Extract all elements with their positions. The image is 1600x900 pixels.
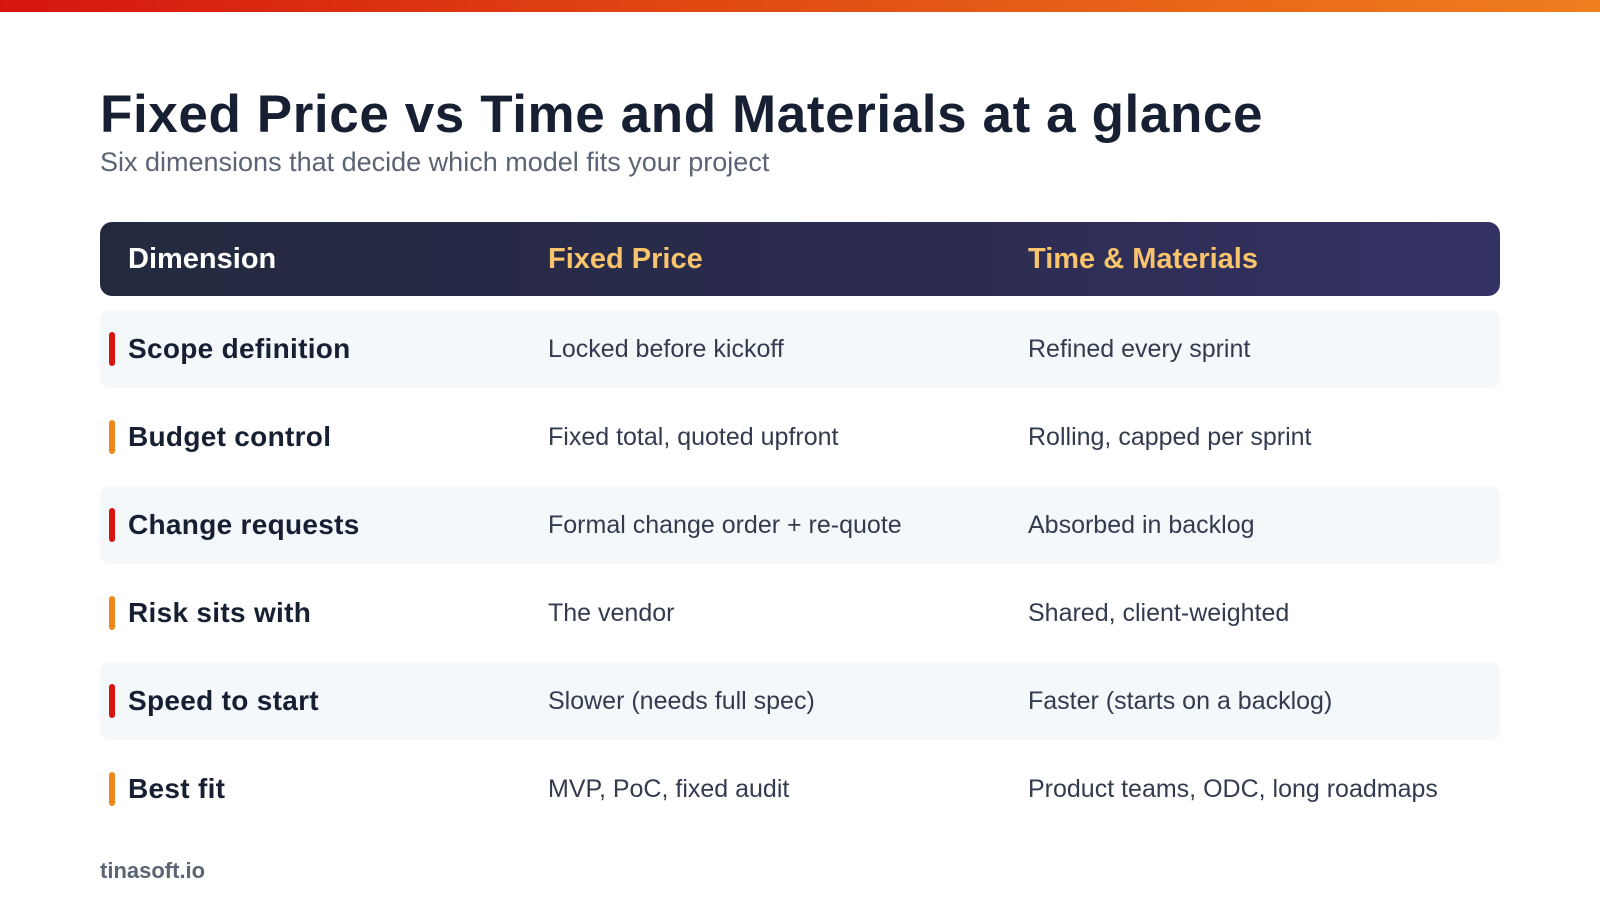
- row-dimension: Speed to start: [128, 685, 319, 716]
- header-fixed-price: Fixed Price: [548, 243, 703, 275]
- table-row: Change requests Formal change order + re…: [100, 486, 1500, 564]
- row-fixed-price: Fixed total, quoted upfront: [548, 423, 839, 451]
- page-title: Fixed Price vs Time and Materials at a g…: [100, 85, 1264, 144]
- row-fixed-price: Locked before kickoff: [548, 335, 784, 363]
- top-accent-bar: [0, 0, 1600, 12]
- row-fixed-price: Slower (needs full spec): [548, 687, 815, 715]
- table-row: Speed to start Slower (needs full spec) …: [100, 662, 1500, 740]
- row-time-materials: Product teams, ODC, long roadmaps: [1028, 775, 1438, 803]
- row-dimension: Scope definition: [128, 333, 351, 364]
- row-fixed-price: The vendor: [548, 599, 675, 627]
- table-body: Scope definition Locked before kickoff R…: [100, 310, 1500, 828]
- row-accent-marker: [109, 508, 115, 542]
- row-dimension: Risk sits with: [128, 597, 312, 628]
- row-time-materials: Rolling, capped per sprint: [1028, 423, 1312, 451]
- table-row: Scope definition Locked before kickoff R…: [100, 310, 1500, 388]
- header-time-materials: Time & Materials: [1028, 243, 1258, 275]
- table-row: Best fit MVP, PoC, fixed audit Product t…: [100, 750, 1500, 828]
- row-accent-marker: [109, 332, 115, 366]
- page-subtitle: Six dimensions that decide which model f…: [100, 147, 770, 177]
- row-dimension: Change requests: [128, 509, 360, 540]
- header-dimension: Dimension: [128, 243, 277, 275]
- table-row: Budget control Fixed total, quoted upfro…: [100, 398, 1500, 476]
- table-row: Risk sits with The vendor Shared, client…: [100, 574, 1500, 652]
- row-accent-marker: [109, 420, 115, 454]
- comparison-table: Dimension Fixed Price Time & Materials S…: [100, 222, 1500, 838]
- row-dimension: Budget control: [128, 421, 332, 452]
- row-accent-marker: [109, 772, 115, 806]
- row-accent-marker: [109, 684, 115, 718]
- row-time-materials: Absorbed in backlog: [1028, 511, 1255, 539]
- table-header: Dimension Fixed Price Time & Materials: [100, 222, 1500, 296]
- row-time-materials: Refined every sprint: [1028, 335, 1251, 363]
- row-fixed-price: Formal change order + re-quote: [548, 511, 902, 539]
- row-dimension: Best fit: [128, 773, 226, 804]
- row-accent-marker: [109, 596, 115, 630]
- footer-brand: tinasoft.io: [100, 858, 206, 883]
- row-time-materials: Faster (starts on a backlog): [1028, 687, 1333, 715]
- row-fixed-price: MVP, PoC, fixed audit: [548, 775, 790, 803]
- row-time-materials: Shared, client-weighted: [1028, 599, 1290, 627]
